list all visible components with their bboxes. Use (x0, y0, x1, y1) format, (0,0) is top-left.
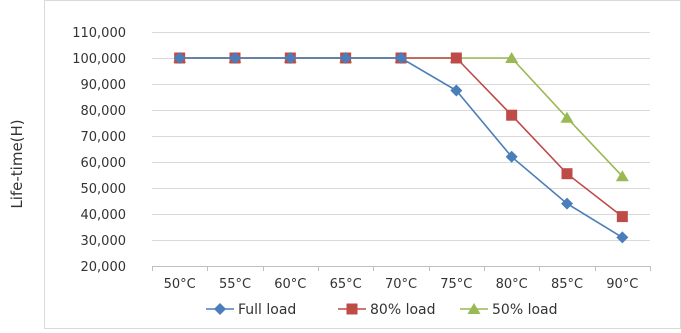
series-line (179, 57, 623, 177)
data-point (284, 52, 297, 64)
legend-label: 80% load (370, 302, 436, 318)
x-tick-label: 50°C (164, 277, 196, 292)
y-tick-label: 110,000 (72, 26, 126, 41)
data-point (395, 52, 407, 64)
data-point (450, 84, 463, 97)
legend-item: Full load (206, 302, 296, 318)
data-point (615, 170, 629, 182)
y-tick-label: 20,000 (81, 260, 127, 275)
y-tick-label: 100,000 (72, 52, 126, 67)
chart-border (44, 0, 681, 329)
data-point (616, 231, 629, 244)
data-point (450, 52, 462, 64)
x-tick-label: 85°C (551, 277, 583, 292)
legend-marker (467, 303, 481, 314)
y-tick-label: 80,000 (81, 104, 127, 119)
data-point (560, 111, 574, 123)
series-line (179, 57, 623, 218)
y-tick-label: 30,000 (81, 234, 127, 249)
data-point (506, 109, 518, 121)
x-tick-label: 75°C (440, 277, 472, 292)
y-tick-label: 90,000 (81, 78, 127, 93)
x-tick-label: 55°C (219, 277, 251, 292)
series-lines (173, 52, 629, 244)
series-2 (173, 52, 629, 182)
x-tick-label: 80°C (496, 277, 528, 292)
data-point (229, 52, 241, 64)
legend-item: 50% load (460, 302, 558, 318)
data-point (561, 168, 573, 180)
data-point (505, 150, 518, 163)
legend-marker (346, 303, 358, 315)
grid-lines (152, 32, 650, 241)
x-tick-label: 70°C (385, 277, 417, 292)
data-point (505, 52, 519, 63)
y-axis-label: Life-time(H) (8, 119, 26, 208)
legend-marker (214, 303, 226, 315)
y-tick-label: 60,000 (81, 156, 127, 171)
y-tick-label: 70,000 (81, 130, 127, 145)
series-0 (173, 52, 629, 244)
data-point (339, 52, 352, 64)
x-tick-label: 90°C (606, 277, 638, 292)
data-point (616, 211, 628, 223)
legend-label: Full load (238, 302, 296, 318)
y-tick-label: 50,000 (81, 182, 127, 197)
x-tick-label: 60°C (274, 277, 306, 292)
legend: Full load 80% load 50% load (206, 302, 558, 318)
legend-label: 50% load (492, 302, 558, 318)
legend-item: 80% load (338, 302, 436, 318)
x-tick-label: 65°C (330, 277, 362, 292)
x-tick-labels: 50°C 55°C 60°C 65°C 70°C 75°C 80°C 85°C 90°C (164, 277, 639, 292)
y-tick-labels: 20,000 30,000 40,000 50,000 60,000 70,000 80,0… (72, 26, 126, 275)
data-point (561, 197, 573, 210)
data-point (173, 52, 186, 64)
y-tick-label: 40,000 (81, 208, 127, 223)
axes (152, 266, 651, 271)
